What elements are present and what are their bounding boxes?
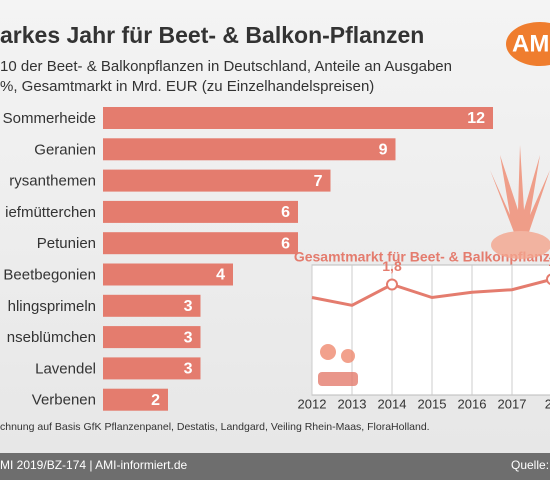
x-tick-label: 2012 bbox=[298, 396, 327, 411]
inset-title: Gesamtmarkt für Beet- & Balkonpflanzen bbox=[294, 249, 550, 265]
subtitle: %, Gesamtmarkt in Mrd. EUR (zu Einzelhan… bbox=[0, 78, 374, 95]
category-label: rysanthemen bbox=[9, 173, 96, 190]
bar bbox=[103, 388, 168, 411]
point bbox=[386, 278, 398, 291]
bar bbox=[103, 326, 201, 349]
category-label: Beetbegonien bbox=[3, 266, 96, 283]
x-tick-label: 20 bbox=[545, 396, 550, 411]
footer-right: Quelle: bbox=[511, 458, 549, 472]
value-label: 1 bbox=[548, 253, 550, 269]
value-label: 12 bbox=[467, 110, 485, 127]
x-tick-label: 2014 bbox=[378, 396, 407, 411]
line bbox=[311, 278, 550, 307]
category-label: hlingsprimeln bbox=[8, 298, 96, 315]
category-label: Petunien bbox=[37, 235, 96, 252]
value-label: 3 bbox=[184, 361, 193, 378]
category-label: Sommerheide bbox=[3, 110, 96, 127]
footer-left: MI 2019/BZ-174 | AMI-informiert.de bbox=[0, 458, 188, 472]
x-tick-label: 2015 bbox=[418, 396, 447, 411]
bar bbox=[103, 169, 331, 192]
bar bbox=[103, 263, 233, 286]
bar bbox=[103, 107, 493, 129]
logo: AM bbox=[512, 30, 549, 57]
category-label: Verbenen bbox=[32, 392, 96, 409]
logo-badge bbox=[506, 22, 550, 66]
value-label: 9 bbox=[379, 142, 388, 159]
plant-decoration bbox=[318, 145, 550, 386]
title: arkes Jahr für Beet- & Balkon-Pflanzen bbox=[0, 22, 424, 48]
category-label: Geranien bbox=[34, 141, 96, 158]
subtitle: 10 der Beet- & Balkonpflanzen in Deutsch… bbox=[0, 58, 452, 75]
bar bbox=[103, 294, 201, 317]
source-note: chnung auf Basis GfK Pflanzenpanel, Dest… bbox=[0, 421, 430, 433]
value-label: 2 bbox=[151, 392, 160, 409]
x-tick-label: 2016 bbox=[458, 396, 487, 411]
value-label: 1,8 bbox=[382, 258, 402, 274]
category-label: iefmütterchen bbox=[5, 204, 96, 221]
footer-band bbox=[0, 453, 550, 480]
category-label: nseblümchen bbox=[7, 329, 96, 346]
x-tick-label: 2017 bbox=[498, 396, 527, 411]
category-label: Lavendel bbox=[35, 360, 96, 377]
value-label: 6 bbox=[281, 235, 290, 252]
point bbox=[546, 273, 550, 285]
value-label: 6 bbox=[281, 204, 290, 221]
value-label: 3 bbox=[184, 298, 193, 315]
bar bbox=[103, 232, 298, 255]
value-label: 4 bbox=[216, 267, 225, 284]
bar bbox=[103, 357, 201, 380]
bar bbox=[103, 138, 396, 161]
x-tick-label: 2013 bbox=[338, 396, 367, 411]
value-label: 7 bbox=[314, 173, 323, 190]
value-label: 3 bbox=[184, 329, 193, 346]
bar bbox=[103, 200, 298, 223]
